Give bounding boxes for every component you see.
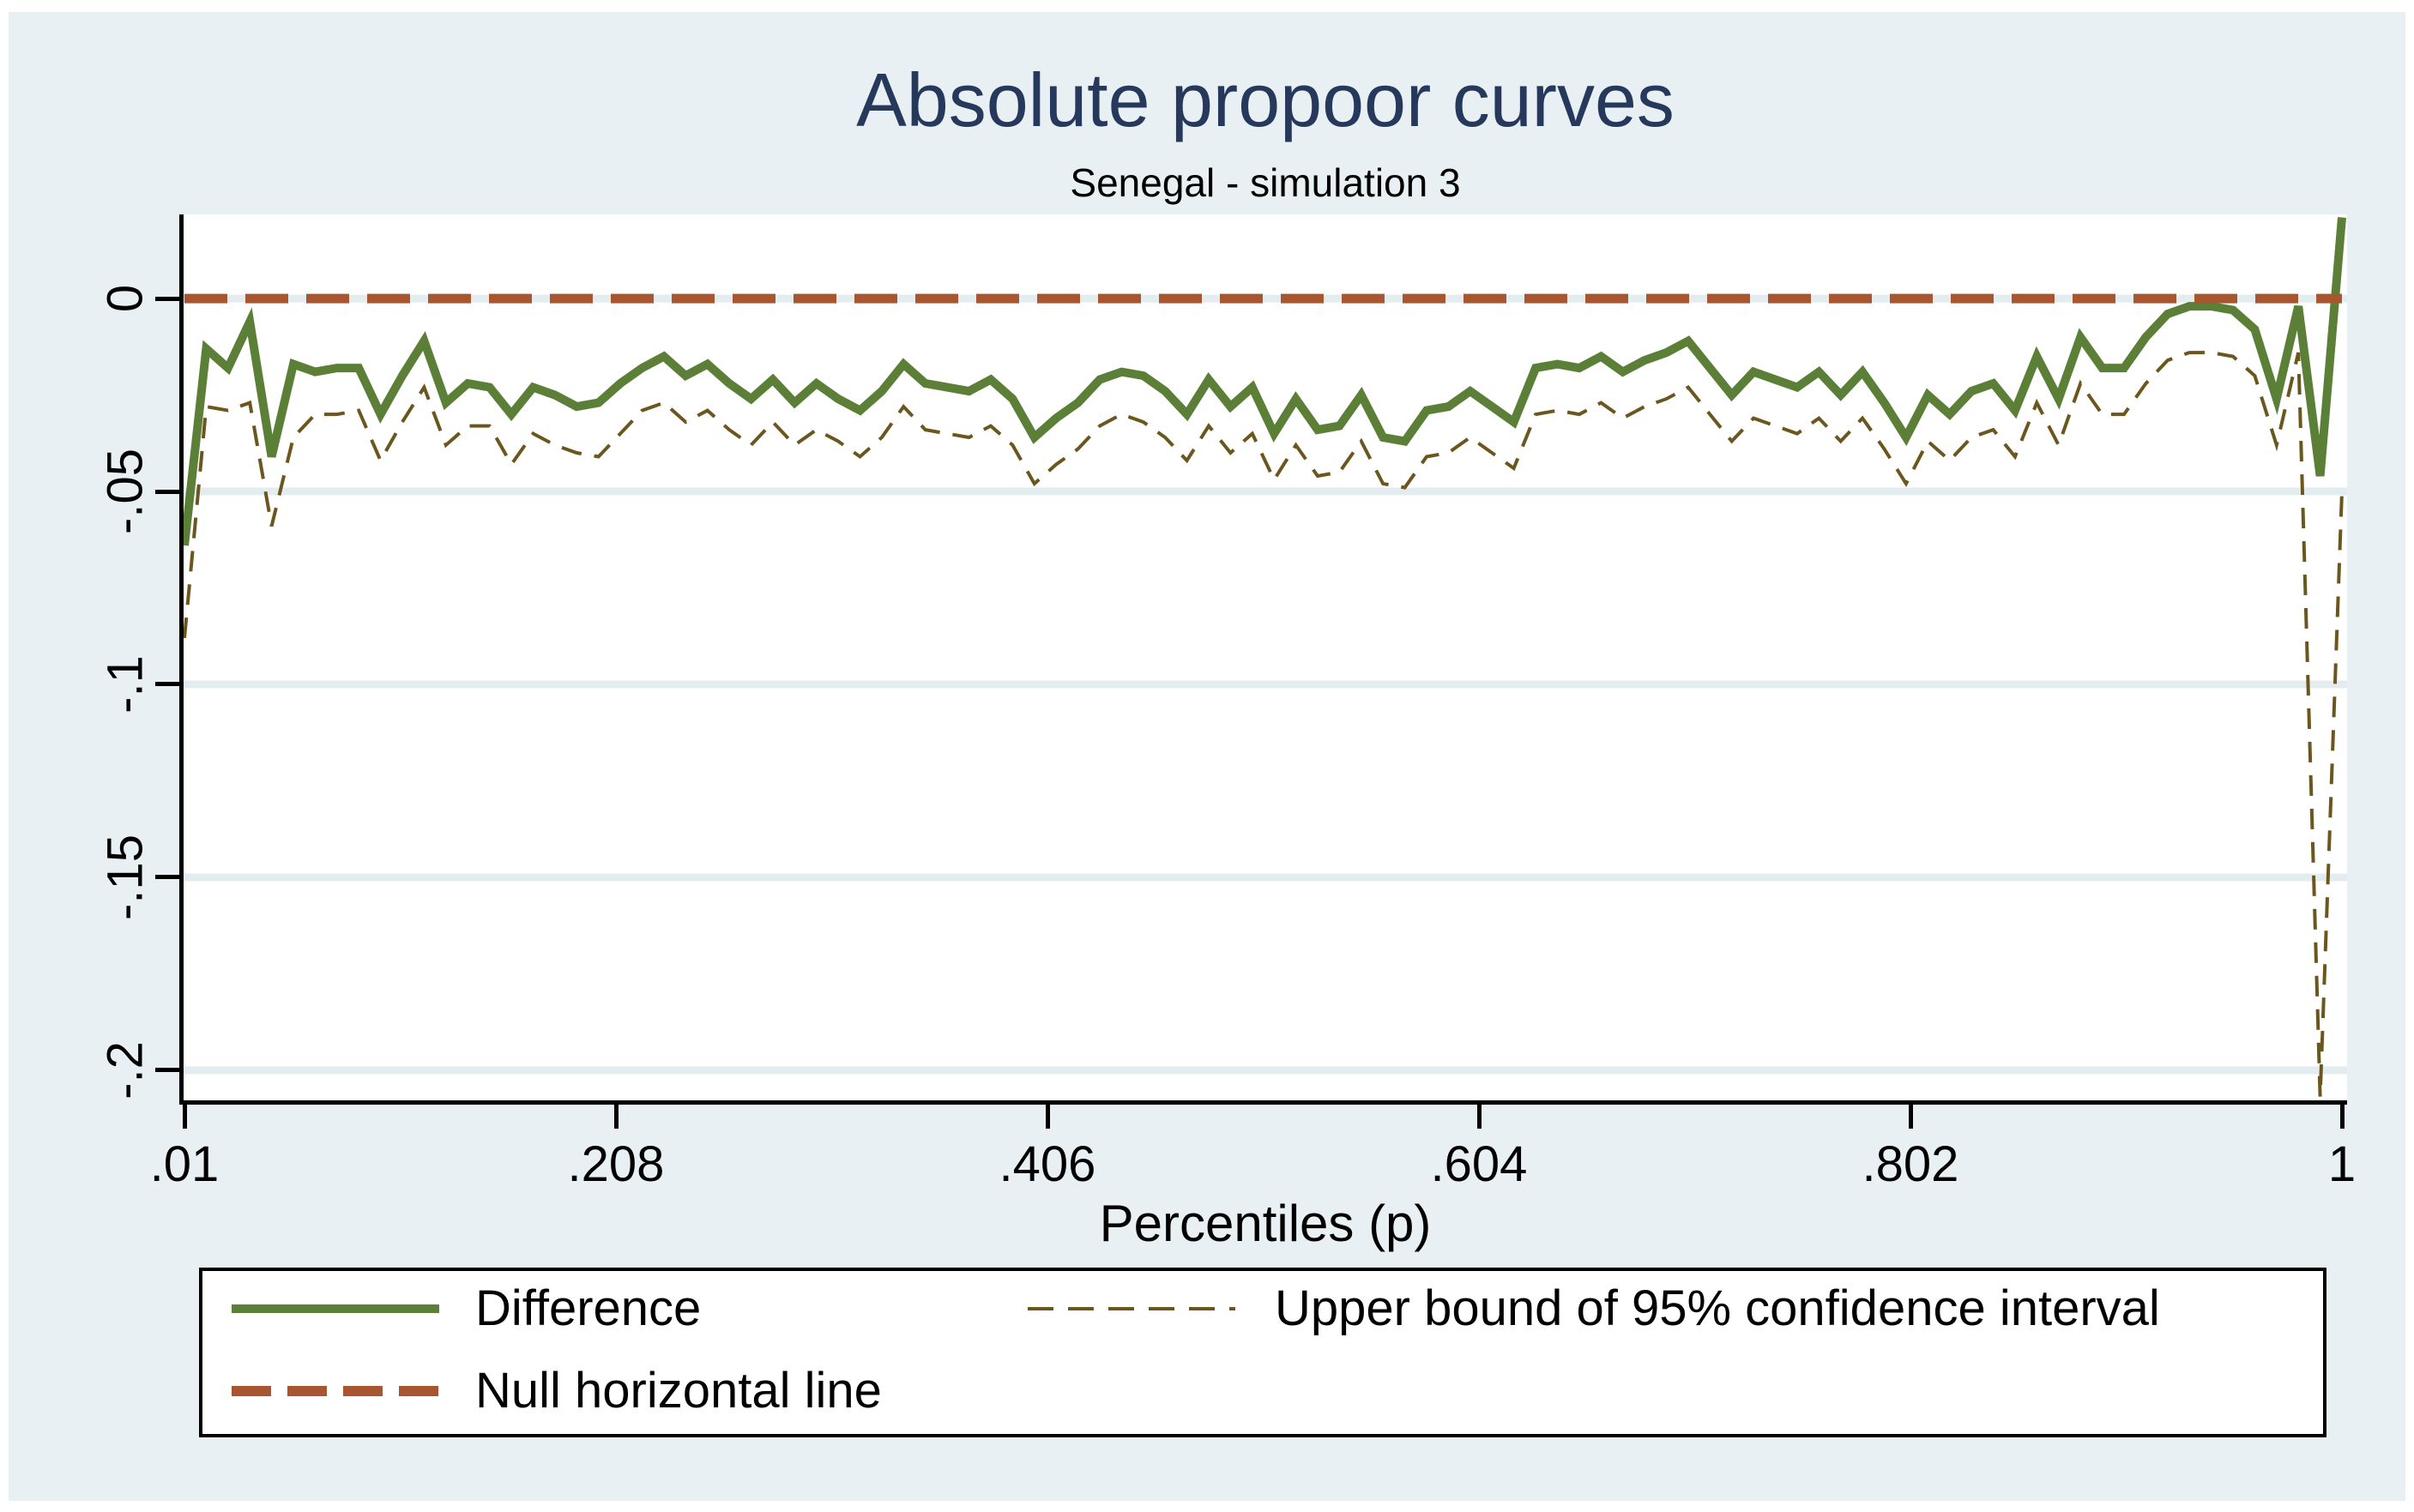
y-tick (155, 296, 179, 301)
y-tick-label: -.2 (97, 1041, 154, 1099)
series-difference (184, 217, 2346, 546)
y-tick-label: -.1 (97, 655, 154, 714)
series-upper-bound-of-95-confidence-interval (184, 351, 2344, 1098)
legend: Difference Upper bound of 95% confidence… (199, 1268, 2326, 1437)
x-tick (2339, 1105, 2345, 1129)
x-tick (1908, 1105, 1913, 1129)
y-axis-line (179, 214, 184, 1105)
legend-label-null-line: Null horizontal line (475, 1363, 882, 1419)
x-tick-label: .604 (1430, 1136, 1528, 1192)
y-tick-label: 0 (97, 284, 154, 313)
x-tick-label: .208 (567, 1136, 665, 1192)
y-tick-label: -.05 (97, 449, 154, 535)
gridline (184, 873, 2347, 882)
x-tick-label: 1 (2327, 1136, 2357, 1192)
x-tick (1476, 1105, 1482, 1129)
y-tick (155, 682, 179, 687)
y-tick (155, 875, 179, 880)
chart-title: Absolute propoor curves (856, 57, 1675, 142)
x-tick (182, 1105, 187, 1129)
gridline (184, 680, 2347, 689)
chart-canvas (184, 217, 2347, 1098)
x-tick-label: .802 (1862, 1136, 1959, 1192)
plot-area (184, 214, 2347, 1100)
null-line-swatch-icon (232, 1386, 439, 1396)
y-tick-label: -.15 (97, 834, 154, 920)
x-tick-label: .01 (149, 1136, 220, 1192)
x-tick (613, 1105, 619, 1129)
chart-subtitle: Senegal - simulation 3 (1070, 160, 1461, 205)
x-axis-line (179, 1100, 2347, 1105)
upper-bound-line-swatch-icon (1028, 1307, 1235, 1310)
y-tick (155, 489, 179, 494)
legend-label-difference: Difference (475, 1280, 702, 1336)
gridline (184, 294, 2347, 303)
x-tick (1045, 1105, 1050, 1129)
gridline (184, 487, 2347, 496)
legend-label-upper-bound: Upper bound of 95% confidence interval (1275, 1280, 2160, 1336)
difference-line-swatch-icon (232, 1304, 439, 1313)
y-tick (155, 1068, 179, 1073)
x-axis-title: Percentiles (p) (1099, 1195, 1432, 1252)
x-tick-label: .406 (999, 1136, 1096, 1192)
gridline (184, 1066, 2347, 1075)
